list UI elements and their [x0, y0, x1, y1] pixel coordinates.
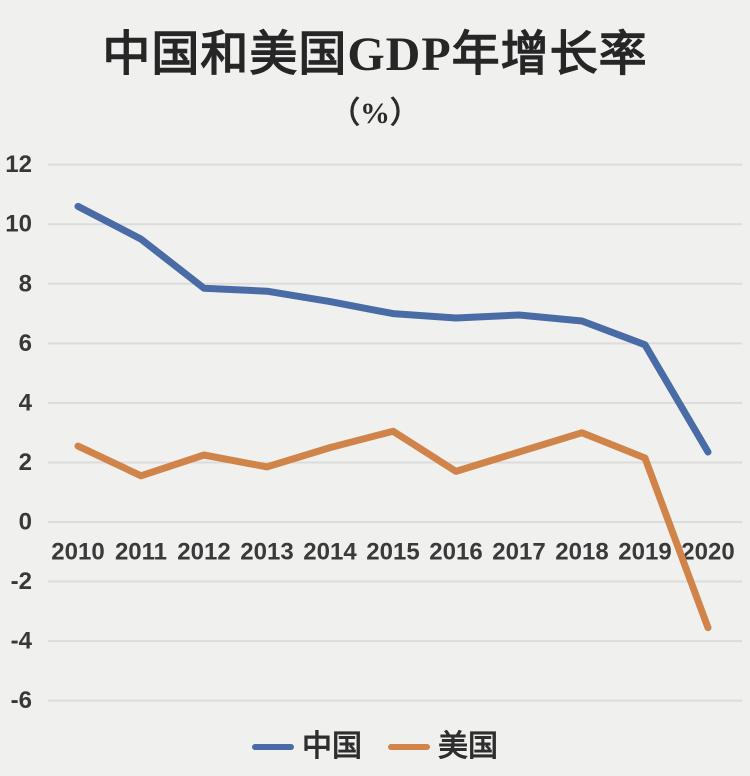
y-tick-label: 10 [5, 211, 32, 238]
x-tick-label: 2013 [240, 539, 293, 566]
x-tick-label: 2011 [115, 539, 167, 566]
y-tick-label: -4 [11, 628, 33, 655]
legend-item-china: 中国 [252, 732, 362, 762]
y-axis-tick-labels: 12 10 8 6 4 2 0 -2 -4 -6 [5, 151, 32, 712]
china-series-line [74, 202, 712, 456]
y-tick-label: 8 [19, 270, 32, 297]
x-tick-label: 2016 [429, 539, 482, 566]
y-tick-label: 4 [19, 389, 33, 416]
chart-legend: 中国 美国 [0, 726, 750, 768]
x-tick-label: 2014 [303, 539, 357, 566]
y-tick-label: -2 [11, 568, 32, 595]
x-tick-label: 2019 [618, 539, 671, 566]
chart-title: 中国和美国GDP年增长率 [102, 28, 648, 81]
x-axis-tick-labels: 2010 2011 2012 2013 2014 2015 2016 2017 2018 2019… [51, 539, 734, 566]
x-tick-label: 2015 [366, 539, 419, 566]
y-tick-label: -6 [11, 687, 32, 712]
y-tick-label: 0 [19, 509, 32, 536]
chart-subtitle: （%） [330, 97, 420, 130]
y-tick-label: 2 [19, 449, 32, 476]
x-tick-label: 2012 [177, 539, 230, 566]
x-tick-label: 2018 [555, 539, 608, 566]
y-tick-label: 12 [5, 151, 32, 178]
x-tick-label: 2010 [51, 539, 104, 566]
y-tick-label: 6 [19, 330, 32, 357]
legend-item-usa: 美国 [388, 732, 498, 762]
legend-label-china: 中国 [302, 730, 362, 763]
x-tick-label: 2017 [492, 539, 545, 566]
gridlines [48, 163, 742, 702]
legend-label-usa: 美国 [438, 730, 498, 763]
x-tick-label: 2020 [681, 539, 734, 566]
usa-series-line [74, 427, 712, 632]
china-line-swatch [252, 744, 294, 750]
usa-line-swatch [388, 744, 430, 750]
